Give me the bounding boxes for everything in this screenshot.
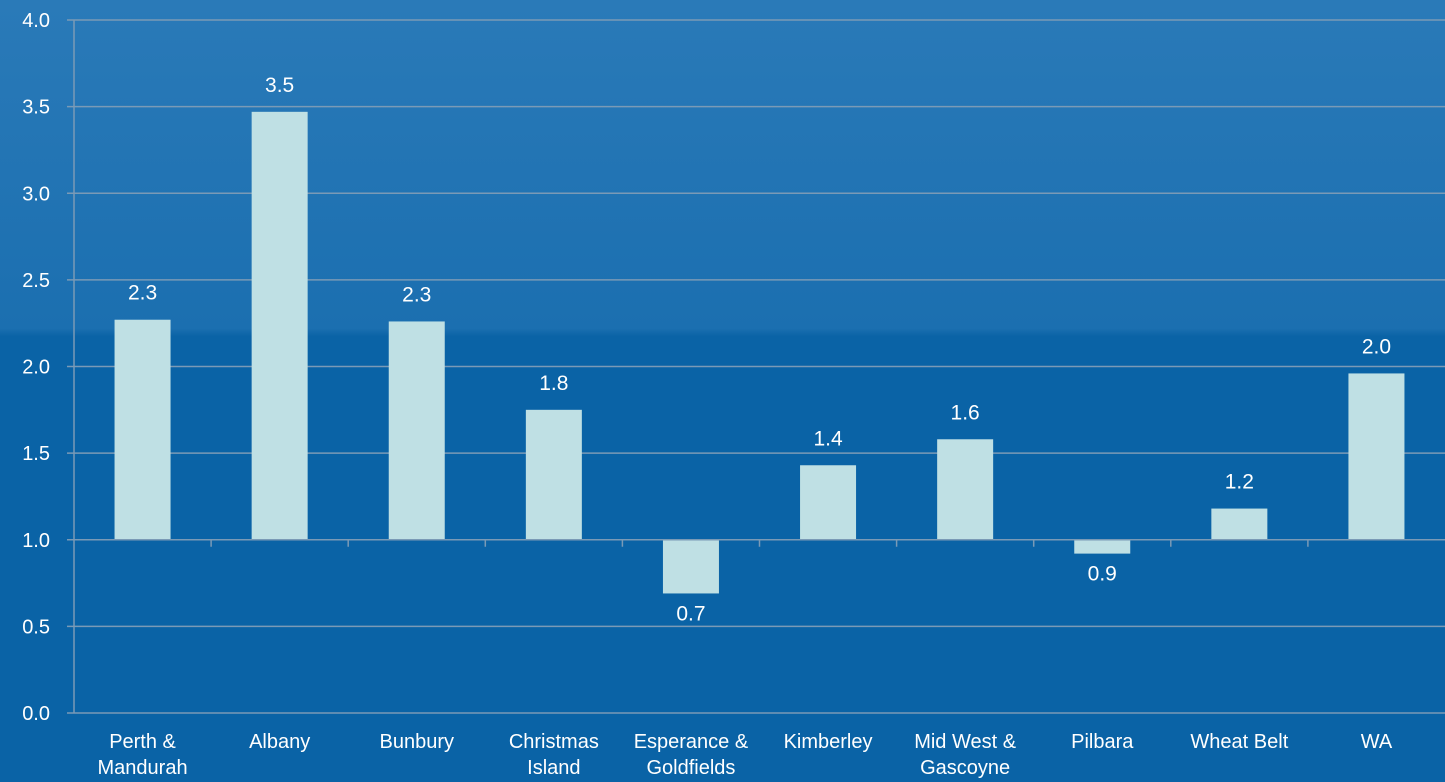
bar: [251, 111, 308, 540]
category-label: Esperance &: [634, 731, 749, 753]
category-label: Perth &: [109, 731, 176, 753]
bar: [1074, 539, 1131, 554]
data-label: 0.9: [1088, 563, 1117, 586]
bar: [1348, 373, 1405, 540]
y-tick-label: 1.5: [22, 443, 50, 465]
data-label: 1.2: [1225, 471, 1254, 494]
category-label: Mandurah: [98, 757, 188, 779]
category-label: Mid West &: [914, 731, 1017, 753]
y-tick-label: 0.0: [22, 703, 50, 725]
category-label: Pilbara: [1071, 731, 1134, 753]
bar: [114, 319, 171, 540]
data-label: 2.3: [128, 282, 157, 305]
bar: [662, 539, 719, 594]
category-label: WA: [1361, 731, 1393, 753]
data-label: 1.4: [813, 427, 843, 450]
category-label: Gascoyne: [920, 757, 1010, 779]
bar: [937, 439, 994, 540]
y-tick-label: 3.5: [22, 97, 50, 119]
bar: [1211, 508, 1268, 540]
bar: [388, 321, 445, 540]
data-label: 2.0: [1362, 335, 1391, 358]
bars: [114, 111, 1405, 594]
bar: [800, 465, 857, 540]
axes: [67, 19, 1445, 714]
category-label: Goldfields: [646, 757, 735, 779]
y-tick-label: 0.5: [22, 616, 50, 638]
category-label: Island: [527, 757, 580, 779]
y-tick-label: 1.0: [22, 530, 50, 552]
category-label: Bunbury: [380, 731, 455, 753]
category-label: Christmas: [509, 731, 599, 753]
data-label: 1.8: [539, 372, 568, 395]
y-tick-label: 3.0: [22, 183, 50, 205]
category-label: Wheat Belt: [1190, 731, 1288, 753]
data-label: 1.6: [951, 401, 980, 424]
y-tick-label: 4.0: [22, 10, 50, 32]
y-tick-label: 2.5: [22, 270, 50, 292]
data-label: 0.7: [676, 602, 705, 625]
y-tick-label: 2.0: [22, 357, 50, 379]
category-label: Kimberley: [784, 731, 873, 753]
data-label: 3.5: [265, 74, 294, 97]
category-label: Albany: [249, 731, 310, 753]
labels: 0.0 0.5 1.0 1.5 2.0 2.5 3.0 3.5 4.0 2.3 Perth & Man…: [22, 10, 1393, 779]
data-label: 2.3: [402, 283, 431, 306]
bar: [525, 409, 582, 540]
